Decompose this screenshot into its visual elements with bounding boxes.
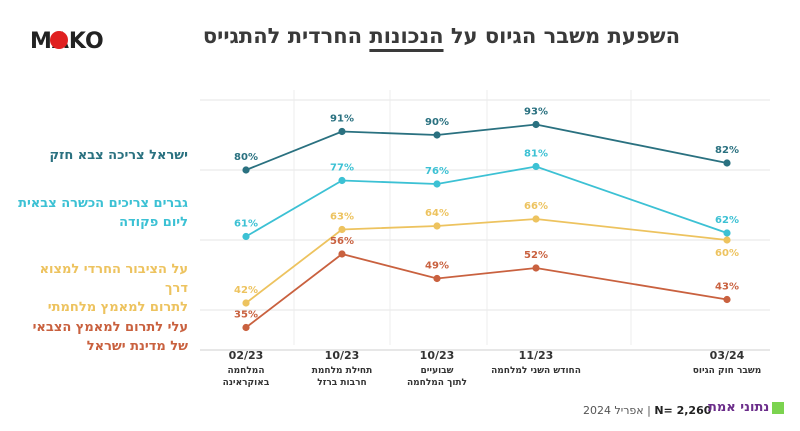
data-label: 91%	[330, 114, 354, 125]
data-point	[338, 127, 346, 136]
data-label: 76%	[425, 166, 449, 177]
legend-label: על הציבור החרדי למצוא דרך	[39, 262, 188, 296]
source-brand: נתוני אמת	[708, 400, 785, 415]
data-label: 35%	[234, 310, 258, 321]
legend-label: גברים צריכים הכשרה צבאית	[18, 196, 188, 211]
data-point	[433, 222, 441, 230]
data-label: 90%	[425, 117, 449, 128]
x-tick-date: 10/23	[325, 349, 360, 362]
chart-title: השפעת משבר הגיוס על הנכונות החרדית להתגי…	[202, 24, 680, 48]
x-tick-date: 10/23	[420, 349, 455, 362]
data-label: 93%	[524, 107, 548, 118]
x-tick-label: משבר חוק הגיוס	[693, 366, 761, 376]
x-tick-label: חרבות ברזל	[317, 378, 366, 388]
data-label: 82%	[715, 145, 739, 156]
x-tick-date: 03/24	[710, 349, 745, 362]
legend-entry: גברים צריכים הכשרה צבאית ליום פקודה	[13, 194, 188, 232]
data-point	[242, 166, 250, 174]
brand-logo: MAKO	[30, 29, 104, 52]
x-tick-label: החודש השני למלחמה	[491, 366, 581, 376]
data-label: 42%	[234, 285, 258, 296]
legend-label: לתרום למאמץ מלחמתי	[47, 300, 188, 315]
data-label: 62%	[715, 215, 739, 226]
x-tick-label: שבועיים	[421, 366, 454, 376]
x-tick-label: המלחמה	[227, 366, 264, 376]
x-tick-date: 11/23	[519, 349, 554, 362]
data-label: 49%	[425, 261, 449, 272]
x-tick-label: לתוך המלחמה	[407, 378, 467, 388]
data-point	[532, 162, 540, 171]
data-point	[433, 131, 441, 139]
data-point	[433, 274, 441, 283]
data-label: 43%	[715, 282, 739, 293]
data-point	[532, 120, 540, 129]
data-point	[242, 323, 250, 332]
data-label: 64%	[425, 208, 449, 219]
x-tick-date: 02/23	[229, 349, 264, 362]
x-tick-label: באוקראינה	[223, 378, 270, 388]
data-point	[242, 299, 250, 307]
data-label: 60%	[715, 248, 739, 259]
data-point	[532, 215, 540, 223]
legend-label: ליום פקודה	[119, 215, 188, 230]
data-label: 66%	[524, 201, 548, 212]
data-point	[242, 232, 250, 241]
logo-mark-icon	[50, 31, 68, 49]
legend-label: עלי לתרום למאמץ הצבאי	[32, 320, 188, 335]
sample-size: N= 2,260	[654, 404, 712, 417]
data-point	[723, 295, 731, 304]
legend-label: של מדינת ישראל	[86, 339, 188, 354]
data-point	[433, 180, 441, 188]
data-label: 77%	[330, 163, 354, 174]
source-icon	[772, 401, 785, 414]
data-point	[532, 264, 540, 272]
data-label: 56%	[330, 236, 354, 247]
data-point	[338, 250, 346, 258]
legend-entry: עלי לתרום למאמץ הצבאי של מדינת ישראל	[13, 318, 188, 356]
data-label: 61%	[234, 219, 258, 230]
legend-entry: ישראל צריכה צבא חזק	[13, 146, 188, 165]
legend-label: ישראל צריכה צבא חזק	[49, 148, 188, 163]
survey-date: אפריל 2024	[583, 404, 644, 417]
data-point	[723, 229, 731, 237]
footer-note: N= 2,260 | אפריל 2024	[583, 404, 712, 417]
data-label: 63%	[330, 212, 354, 223]
legend-entry: על הציבור החרדי למצוא דרך לתרום למאמץ מלח…	[13, 260, 188, 317]
data-label: 81%	[524, 149, 548, 160]
data-label: 52%	[524, 250, 548, 261]
data-point	[338, 225, 346, 234]
data-label: 80%	[234, 152, 258, 163]
data-point	[338, 176, 346, 185]
data-point	[723, 159, 731, 167]
x-tick-label: תחילת מלחמת	[312, 366, 373, 376]
data-point	[723, 236, 731, 244]
